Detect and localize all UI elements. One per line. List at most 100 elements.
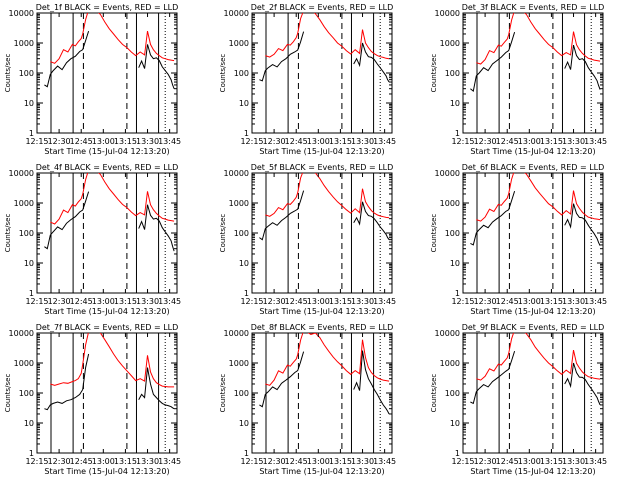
x-tick-label: 12:30 <box>48 457 71 466</box>
y-tick-label: 100 <box>234 69 249 78</box>
x-tick-label: 13:15 <box>114 297 137 306</box>
panel-title: Det_8f BLACK = Events, RED = LLD <box>251 323 394 332</box>
x-tick-label: 13:00 <box>518 297 541 306</box>
x-tick-label: 12:45 <box>496 297 519 306</box>
x-tick-label: 12:45 <box>70 137 93 146</box>
y-tick-label: 10000 <box>9 329 34 338</box>
x-tick-label: 12:45 <box>70 297 93 306</box>
x-tick-label: 12:15 <box>240 457 263 466</box>
y-axis-title: Counts/sec <box>430 214 438 253</box>
panel-title: Det_1f BLACK = Events, RED = LLD <box>36 3 179 12</box>
x-tick-label: 12:45 <box>285 457 308 466</box>
x-tick-label: 13:15 <box>540 457 563 466</box>
x-tick-label: 13:45 <box>584 297 607 306</box>
plot-frame <box>462 12 604 134</box>
y-tick-label: 1 <box>244 449 249 458</box>
x-tick-label: 12:30 <box>474 137 497 146</box>
y-tick-label: 100 <box>234 389 249 398</box>
time-markers <box>265 13 393 133</box>
events-series-line <box>44 30 90 88</box>
events-series-line <box>564 362 601 406</box>
x-axis-title: Start Time (15-Jul-04 12:13:20) <box>470 307 595 316</box>
y-tick-label: 100 <box>445 69 460 78</box>
lld-series-line <box>476 333 601 381</box>
x-tick-label: 12:30 <box>474 297 497 306</box>
plot-frame <box>36 172 178 294</box>
x-axis-title: Start Time (15-Jul-04 12:13:20) <box>44 467 169 476</box>
y-axis-title: Counts/sec <box>219 374 227 413</box>
x-tick-label: 13:00 <box>307 297 330 306</box>
x-tick-label: 13:30 <box>562 297 585 306</box>
panel-title: Det_5f BLACK = Events, RED = LLD <box>251 163 394 172</box>
x-tick-label: 13:00 <box>518 137 541 146</box>
x-tick-label: 12:30 <box>263 457 286 466</box>
y-tick-label: 10 <box>24 419 34 428</box>
y-tick-label: 1000 <box>229 199 249 208</box>
x-axis-title: Start Time (15-Jul-04 12:13:20) <box>44 147 169 156</box>
x-tick-label: 13:45 <box>584 137 607 146</box>
lld-series-line <box>265 333 390 386</box>
y-tick-label: 10 <box>239 419 249 428</box>
y-tick-label: 10 <box>450 419 460 428</box>
events-series-line <box>564 44 601 90</box>
y-tick-label: 10000 <box>9 169 34 178</box>
x-tick-label: 12:30 <box>474 457 497 466</box>
lld-series-line <box>50 333 175 388</box>
x-tick-label: 12:45 <box>496 457 519 466</box>
x-tick-label: 13:45 <box>158 137 181 146</box>
plot-frame <box>251 172 393 294</box>
x-tick-label: 13:00 <box>307 137 330 146</box>
panel-title: Det_7f BLACK = Events, RED = LLD <box>36 323 179 332</box>
x-tick-label: 13:15 <box>114 137 137 146</box>
panel-title: Det_2f BLACK = Events, RED = LLD <box>251 3 394 12</box>
lld-series-line <box>476 13 601 65</box>
y-axis-title: Counts/sec <box>219 214 227 253</box>
x-tick-label: 13:15 <box>540 297 563 306</box>
y-axis-title: Counts/sec <box>430 374 438 413</box>
time-markers <box>476 173 604 293</box>
x-tick-label: 13:45 <box>373 297 396 306</box>
y-tick-label: 10000 <box>435 329 460 338</box>
x-tick-label: 13:45 <box>584 457 607 466</box>
y-tick-label: 1 <box>455 289 460 298</box>
y-tick-label: 10000 <box>9 9 34 18</box>
x-tick-label: 12:15 <box>240 137 263 146</box>
x-tick-label: 13:00 <box>518 457 541 466</box>
x-axis-title: Start Time (15-Jul-04 12:13:20) <box>470 147 595 156</box>
y-tick-label: 10 <box>24 99 34 108</box>
x-tick-label: 12:45 <box>285 137 308 146</box>
y-tick-label: 1000 <box>14 39 34 48</box>
x-axis-title: Start Time (15-Jul-04 12:13:20) <box>259 307 384 316</box>
lld-series-line <box>265 13 390 60</box>
lld-series-line <box>50 13 175 64</box>
x-tick-label: 12:45 <box>496 137 519 146</box>
detector-panel: Det_2f BLACK = Events, RED = LLD 12:15 12:… <box>219 3 396 156</box>
x-tick-label: 13:15 <box>329 457 352 466</box>
x-tick-label: 13:00 <box>92 137 115 146</box>
lld-series-line <box>50 173 175 225</box>
y-tick-label: 10 <box>239 99 249 108</box>
events-series-line <box>259 31 305 82</box>
panel-title: Det_9f BLACK = Events, RED = LLD <box>462 323 605 332</box>
x-tick-label: 13:30 <box>351 457 374 466</box>
y-axis-title: Counts/sec <box>4 54 12 93</box>
x-axis-title: Start Time (15-Jul-04 12:13:20) <box>259 467 384 476</box>
y-tick-label: 100 <box>19 229 34 238</box>
events-series-line <box>259 351 305 408</box>
events-series-line <box>138 367 175 410</box>
events-series-line <box>353 201 390 240</box>
plot-frame <box>462 172 604 294</box>
events-series-line <box>138 204 175 252</box>
x-tick-label: 12:45 <box>285 297 308 306</box>
y-tick-label: 1 <box>29 289 34 298</box>
panel-title: Det_6f BLACK = Events, RED = LLD <box>462 163 605 172</box>
plot-frame <box>251 332 393 454</box>
panel-title: Det_4f BLACK = Events, RED = LLD <box>36 163 179 172</box>
x-tick-label: 12:15 <box>25 137 48 146</box>
y-tick-label: 10 <box>450 259 460 268</box>
